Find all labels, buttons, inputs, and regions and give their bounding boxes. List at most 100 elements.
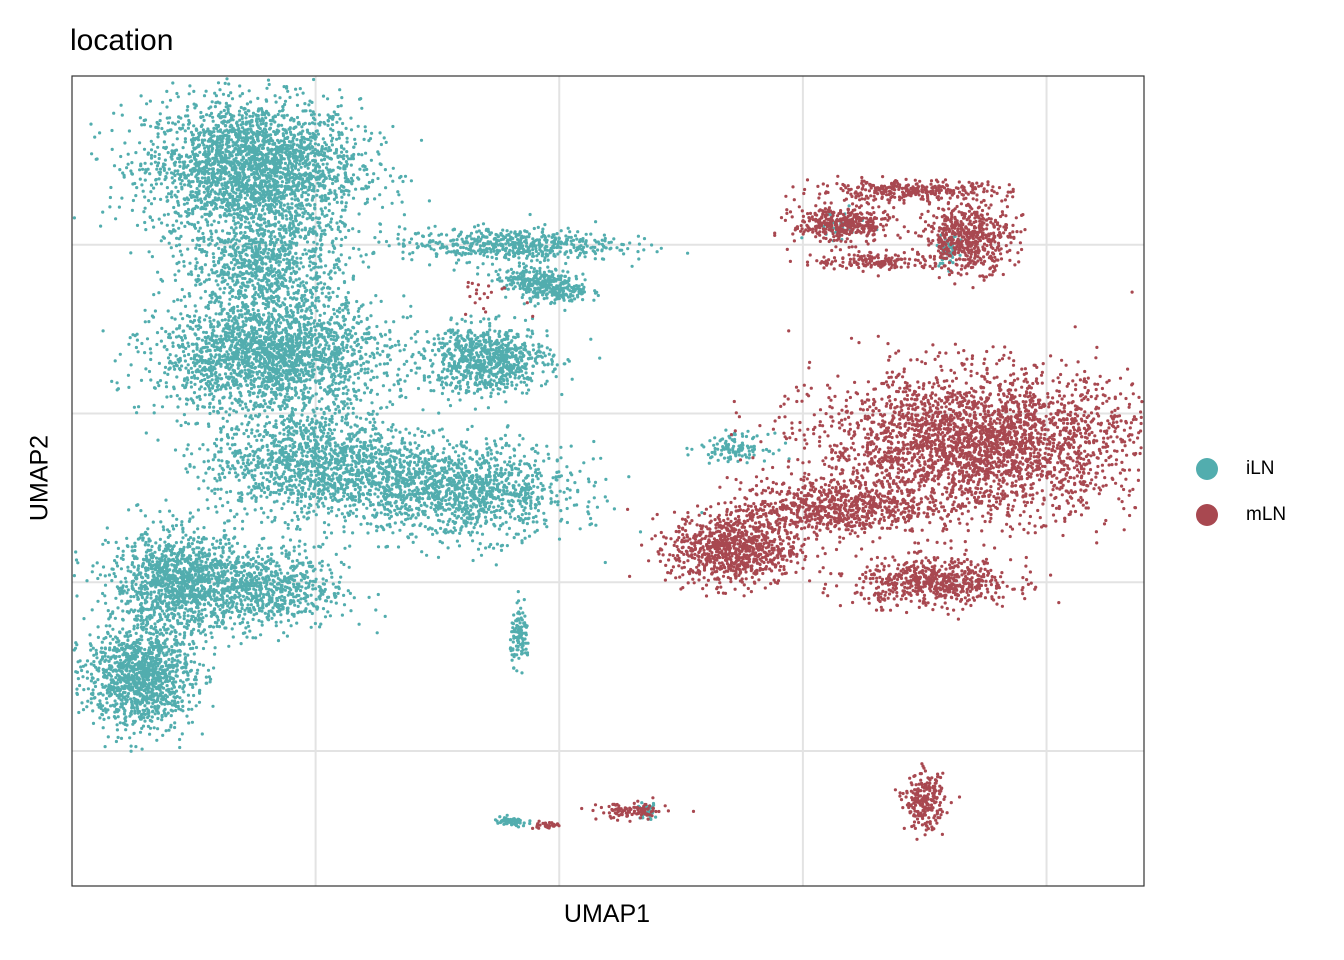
- point-iln: [214, 279, 218, 283]
- point-iln: [184, 366, 188, 370]
- point-iln: [323, 346, 327, 350]
- point-iln: [300, 193, 304, 197]
- point-iln: [175, 219, 179, 223]
- point-iln: [310, 188, 314, 193]
- point-iln: [388, 388, 392, 392]
- point-iln: [252, 357, 256, 361]
- point-iln: [264, 133, 268, 137]
- point-iln: [174, 185, 178, 189]
- point-iln: [126, 152, 130, 156]
- point-iln: [214, 353, 218, 357]
- point-iln: [341, 121, 345, 126]
- point-iln: [195, 128, 199, 132]
- point-iln: [194, 342, 199, 346]
- point-iln: [176, 212, 180, 216]
- point-iln: [510, 380, 514, 384]
- point-iln: [294, 161, 299, 165]
- point-iln: [164, 381, 168, 385]
- point-iln: [268, 354, 273, 358]
- point-iln: [307, 331, 311, 335]
- point-iln: [290, 356, 294, 360]
- point-iln: [257, 364, 261, 368]
- point-iln: [244, 215, 248, 219]
- point-iln: [316, 350, 320, 354]
- point-iln: [194, 309, 198, 313]
- point-iln: [241, 122, 245, 126]
- point-iln: [256, 423, 260, 427]
- point-iln: [232, 228, 236, 232]
- point-iln: [281, 342, 285, 346]
- point-iln: [163, 344, 167, 348]
- point-iln: [224, 156, 228, 160]
- point-iln: [235, 182, 239, 186]
- point-iln: [388, 174, 393, 178]
- point-iln: [117, 205, 121, 209]
- point-iln: [163, 371, 167, 375]
- point-iln: [212, 405, 216, 409]
- point-iln: [270, 139, 274, 143]
- point-iln: [188, 155, 192, 159]
- point-iln: [192, 318, 197, 323]
- point-iln: [167, 167, 171, 171]
- point-iln: [281, 134, 286, 138]
- point-iln: [287, 359, 291, 363]
- point-iln: [345, 136, 349, 140]
- point-iln: [157, 384, 161, 388]
- point-iln: [257, 107, 261, 112]
- point-iln: [301, 397, 305, 401]
- point-iln: [346, 406, 350, 410]
- point-iln: [337, 361, 341, 365]
- point-iln: [216, 411, 220, 415]
- point-iln: [249, 399, 253, 403]
- point-iln: [324, 143, 328, 147]
- point-iln: [133, 181, 137, 186]
- point-iln: [214, 94, 218, 98]
- point-iln: [320, 366, 324, 370]
- point-iln: [310, 292, 315, 296]
- point-iln: [288, 324, 292, 329]
- point-iln: [264, 166, 268, 170]
- point-iln: [275, 393, 279, 397]
- point-iln: [291, 139, 295, 143]
- point-iln: [347, 378, 351, 382]
- point-iln: [322, 388, 326, 392]
- point-iln: [273, 193, 277, 197]
- point-iln: [227, 413, 232, 417]
- point-iln: [261, 143, 265, 147]
- point-iln: [308, 398, 312, 403]
- point-iln: [295, 115, 300, 120]
- point-iln: [265, 111, 269, 115]
- point-iln: [353, 372, 357, 376]
- point-iln: [296, 168, 301, 172]
- point-iln: [145, 337, 150, 341]
- point-iln: [287, 372, 291, 376]
- point-iln: [366, 360, 370, 364]
- point-iln: [384, 140, 388, 144]
- point-iln: [419, 138, 424, 142]
- point-iln: [264, 130, 269, 134]
- point-iln: [226, 110, 230, 114]
- point-iln: [143, 320, 147, 324]
- point-iln: [149, 202, 154, 206]
- point-iln: [185, 201, 189, 205]
- point-iln: [279, 144, 283, 148]
- point-iln: [284, 398, 288, 402]
- point-iln: [195, 186, 199, 191]
- point-iln: [153, 386, 157, 390]
- point-iln: [167, 192, 171, 196]
- point-iln: [193, 304, 197, 308]
- point-iln: [321, 162, 325, 166]
- point-iln: [295, 380, 299, 384]
- point-iln: [298, 329, 302, 333]
- point-iln: [191, 167, 195, 171]
- point-iln: [226, 240, 230, 244]
- point-iln: [211, 359, 215, 363]
- point-iln: [262, 313, 266, 317]
- point-iln: [309, 176, 314, 180]
- point-iln: [274, 151, 278, 155]
- point-iln: [334, 346, 338, 350]
- point-iln: [317, 332, 321, 336]
- point-iln: [231, 380, 235, 384]
- point-iln: [231, 118, 235, 122]
- point-iln: [187, 182, 191, 186]
